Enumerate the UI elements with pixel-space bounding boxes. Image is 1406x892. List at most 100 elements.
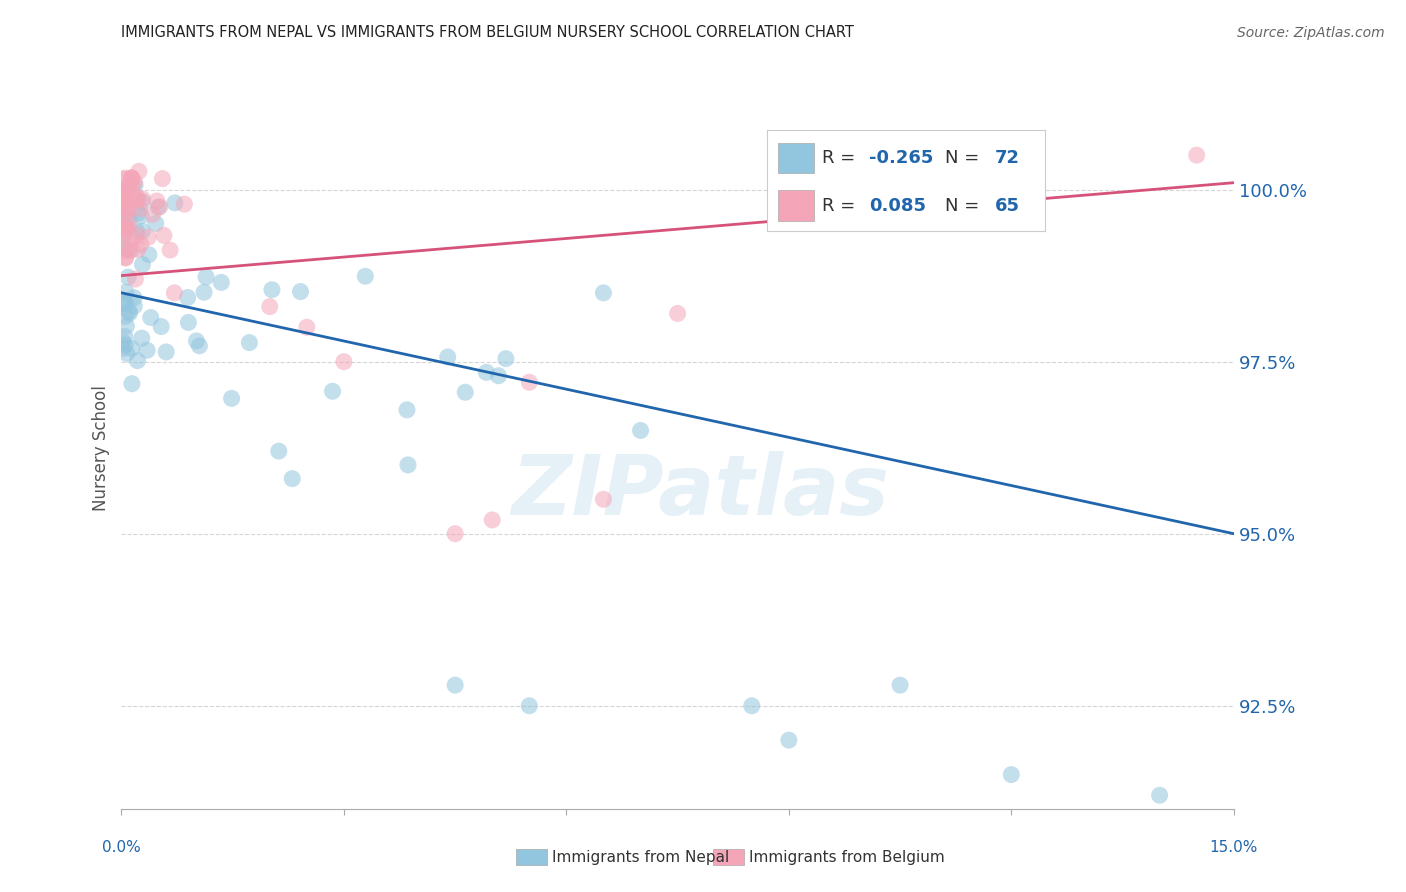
Point: [395, 402, 418, 417]
Point: [260, 283, 283, 297]
Point: [454, 385, 477, 400]
Point: [592, 285, 614, 300]
Point: [163, 285, 186, 300]
Point: [592, 492, 614, 507]
Point: [114, 251, 136, 265]
Point: [630, 424, 652, 438]
Point: [125, 189, 148, 203]
Point: [115, 222, 138, 236]
Point: [444, 526, 467, 541]
Text: 0.085: 0.085: [869, 196, 927, 215]
Point: [115, 193, 138, 207]
Point: [118, 304, 141, 318]
Point: [131, 209, 153, 223]
Point: [121, 231, 143, 245]
Text: Immigrants from Nepal: Immigrants from Nepal: [553, 850, 730, 864]
Text: 0.0%: 0.0%: [103, 840, 141, 855]
Point: [111, 241, 134, 255]
Text: ZIPatlas: ZIPatlas: [510, 450, 889, 532]
Point: [131, 224, 153, 238]
Point: [114, 329, 136, 343]
Point: [112, 206, 135, 220]
Point: [117, 202, 139, 217]
Point: [131, 192, 153, 206]
Point: [121, 341, 143, 355]
Point: [666, 306, 689, 320]
Point: [111, 201, 134, 215]
Point: [436, 350, 458, 364]
Point: [115, 285, 138, 299]
Point: [121, 243, 143, 257]
Point: [295, 320, 318, 334]
Point: [322, 384, 344, 399]
Point: [125, 224, 148, 238]
Text: 65: 65: [994, 196, 1019, 215]
Point: [354, 269, 377, 284]
Text: R =: R =: [823, 196, 868, 215]
Point: [117, 204, 139, 219]
Point: [121, 178, 143, 193]
Point: [146, 194, 169, 208]
Point: [112, 296, 135, 310]
Point: [495, 351, 517, 366]
Point: [114, 251, 136, 265]
Point: [125, 193, 148, 207]
Point: [114, 310, 136, 324]
Point: [149, 200, 172, 214]
Point: [118, 211, 141, 226]
Point: [188, 339, 211, 353]
Point: [517, 376, 540, 390]
Y-axis label: Nursery School: Nursery School: [93, 384, 110, 510]
FancyBboxPatch shape: [778, 190, 814, 221]
Point: [136, 230, 159, 244]
Point: [117, 270, 139, 285]
Text: R =: R =: [823, 149, 862, 167]
Point: [114, 217, 136, 231]
Point: [136, 343, 159, 358]
Point: [475, 365, 498, 379]
Point: [124, 178, 146, 192]
Point: [112, 295, 135, 310]
Point: [115, 221, 138, 235]
Point: [111, 172, 134, 186]
Point: [159, 243, 181, 257]
Point: [396, 458, 419, 472]
Text: N =: N =: [945, 149, 984, 167]
Text: Immigrants from Belgium: Immigrants from Belgium: [749, 850, 945, 864]
Point: [118, 306, 141, 320]
Point: [127, 243, 149, 257]
Point: [1000, 767, 1022, 781]
Point: [124, 272, 146, 286]
Text: N =: N =: [945, 196, 984, 215]
Point: [111, 220, 134, 235]
Point: [111, 228, 134, 243]
Point: [153, 228, 176, 243]
Point: [112, 236, 135, 251]
Point: [138, 247, 160, 261]
Point: [114, 244, 136, 258]
Point: [193, 285, 215, 300]
Point: [111, 187, 134, 202]
Point: [128, 164, 150, 178]
Point: [481, 513, 503, 527]
Point: [127, 193, 149, 207]
Point: [267, 444, 290, 458]
Point: [131, 194, 153, 209]
Text: 72: 72: [994, 149, 1019, 167]
Point: [122, 291, 145, 305]
Point: [118, 243, 141, 257]
Point: [129, 237, 152, 252]
Point: [290, 285, 312, 299]
Point: [114, 171, 136, 186]
Point: [131, 331, 153, 345]
Point: [131, 258, 153, 272]
Text: -0.265: -0.265: [869, 149, 934, 167]
Point: [127, 353, 149, 368]
Point: [195, 269, 218, 284]
Text: IMMIGRANTS FROM NEPAL VS IMMIGRANTS FROM BELGIUM NURSERY SCHOOL CORRELATION CHAR: IMMIGRANTS FROM NEPAL VS IMMIGRANTS FROM…: [121, 25, 855, 40]
Point: [114, 338, 136, 352]
Point: [112, 229, 135, 244]
Point: [177, 315, 200, 329]
Point: [125, 227, 148, 242]
Point: [150, 319, 173, 334]
